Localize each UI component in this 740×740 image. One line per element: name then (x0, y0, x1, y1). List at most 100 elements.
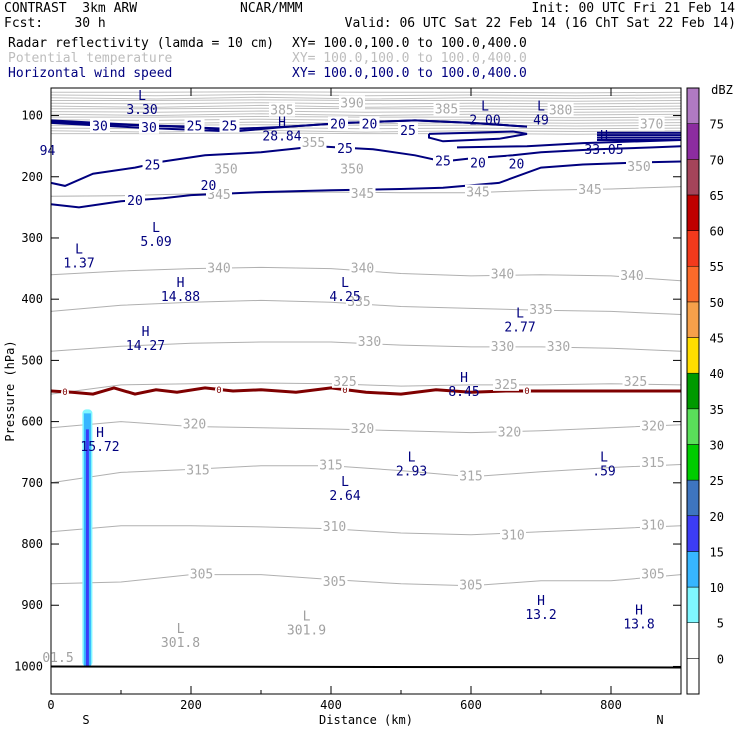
extremum-mark: L (341, 276, 349, 291)
freezing-level-label: 0 (216, 386, 221, 396)
theta-contour-label: 370 (640, 118, 663, 133)
theta-upper-line (50, 113, 682, 117)
extremum-mark: H (96, 426, 104, 441)
theta-upper-line (51, 107, 682, 110)
freezing-level-line (50, 386, 681, 396)
freezing-label-bg (61, 388, 69, 397)
extremum-value: 2.64 (329, 489, 360, 504)
x-end-label-left: S (82, 713, 89, 727)
colorbar-label: 65 (710, 189, 724, 203)
colorbar-swatch (686, 265, 700, 303)
x-end-label-right: N (656, 713, 663, 727)
theta-label-bg (577, 182, 603, 197)
theta-label-bg (433, 101, 460, 116)
extremum-mark: H (600, 129, 608, 144)
x-tick-label: 200 (180, 698, 202, 712)
colorbar-label: 55 (710, 260, 724, 274)
theta-label-bg (619, 267, 645, 282)
extremum-mark: L (152, 221, 160, 236)
theta-contour-label: 330 (358, 335, 381, 350)
wind-contour-30 (456, 139, 682, 149)
y-tick-label: 300 (21, 231, 43, 245)
theta-contour-label: 310 (501, 528, 524, 543)
theta-contour-label: 335 (347, 295, 370, 310)
theta-label-bg (339, 161, 365, 176)
extremum-value: .59 (592, 464, 615, 479)
y-tick-label: 900 (21, 598, 43, 612)
theta-contour-label: 380 (549, 104, 572, 119)
wind-contour-label: 25 (187, 120, 203, 135)
wind-label-bg (198, 177, 219, 192)
theta-label-bg (321, 573, 348, 588)
theta-label-bg (213, 161, 239, 176)
theta-label-bg (626, 158, 652, 173)
wind-label-bg (90, 118, 110, 133)
colorbar-swatch (686, 622, 700, 659)
wind-label-bg (359, 116, 380, 131)
field-potential-temperature: Potential temperature (8, 51, 173, 66)
theta-label-bg (356, 334, 383, 349)
theta-label-bg (458, 577, 484, 592)
theta-label-bg (638, 116, 665, 131)
theta-label-bg (318, 457, 344, 472)
colorbar-swatch (686, 586, 700, 623)
theta-label-bg (181, 416, 208, 431)
extremum-value: 5.09 (140, 235, 171, 250)
theta-label-bg (622, 373, 649, 388)
field-potential-temperature-xy: XY= 100.0,100.0 to 100.0,400.0 (292, 51, 527, 66)
extremum-value: 15.72 (80, 440, 119, 455)
wind-contour-label: 94 (40, 144, 56, 159)
colorbar-label: 70 (710, 153, 724, 167)
theta-contour-label: 385 (270, 104, 293, 119)
wind-contour-label: 20 (201, 179, 217, 194)
extremum-value: 14.27 (126, 339, 165, 354)
extremum-value: 301.9 (287, 624, 326, 639)
wind-label-bg (37, 143, 58, 158)
theta-contour-label: 340 (491, 268, 514, 283)
wind-contour-label: 20 (470, 156, 486, 171)
colorbar-swatch (686, 194, 700, 231)
theta-upper-line (51, 91, 682, 94)
wind-contour-label: 25 (145, 159, 161, 174)
theta-contour-label: 305 (641, 568, 664, 583)
colorbar-label: 45 (710, 332, 724, 346)
theta-label-bg (465, 184, 491, 199)
colorbar-swatch (686, 301, 700, 338)
wind-label-bg (328, 116, 348, 131)
theta-contour-label: 315 (186, 464, 209, 479)
y-tick-label: 100 (21, 109, 43, 123)
extremum-value: 33.05 (584, 143, 623, 158)
wind-contour-label: 20 (509, 158, 525, 173)
theta-contour-310 (50, 525, 682, 536)
theta-contour-label: 340 (207, 262, 230, 277)
theta-label-bg (349, 185, 376, 200)
theta-contour-label: 310 (323, 520, 346, 535)
colorbar-label: 50 (710, 296, 724, 310)
wind-label-bg (468, 155, 488, 170)
extremum-mark: L (303, 610, 311, 625)
plot-frame (50, 87, 682, 695)
theta-contour-label: 320 (351, 422, 374, 437)
wind-contour-label: 20 (330, 118, 346, 133)
extremum-value: 2.77 (504, 321, 535, 336)
wind-contour-label: 30 (92, 120, 108, 135)
reflectivity-column-center (85, 429, 89, 667)
wind-label-bg (142, 157, 163, 172)
theta-label-bg (547, 102, 574, 117)
extremum-value: 13.2 (525, 608, 556, 623)
extremum-value: 14.88 (161, 290, 200, 305)
colorbar-swatch (686, 551, 700, 588)
extremum-value: 49 (533, 114, 549, 129)
field-wind-speed-xy: XY= 100.0,100.0 to 100.0,400.0 (292, 66, 527, 81)
extremum-value: 28.84 (262, 130, 301, 145)
theta-label-bg (489, 338, 516, 353)
wind-contour-label: 25 (400, 124, 416, 139)
theta-contour-label: 315 (459, 470, 482, 485)
theta-contour-label: 345 (578, 183, 601, 198)
theta-contour-325 (50, 382, 682, 395)
extremum-value: 4.25 (329, 290, 360, 305)
colorbar-label: 15 (710, 545, 724, 559)
wind-contour-label: 25 (222, 120, 238, 135)
y-tick-label: 600 (21, 415, 43, 429)
wind-contour-label: 30 (141, 121, 157, 136)
